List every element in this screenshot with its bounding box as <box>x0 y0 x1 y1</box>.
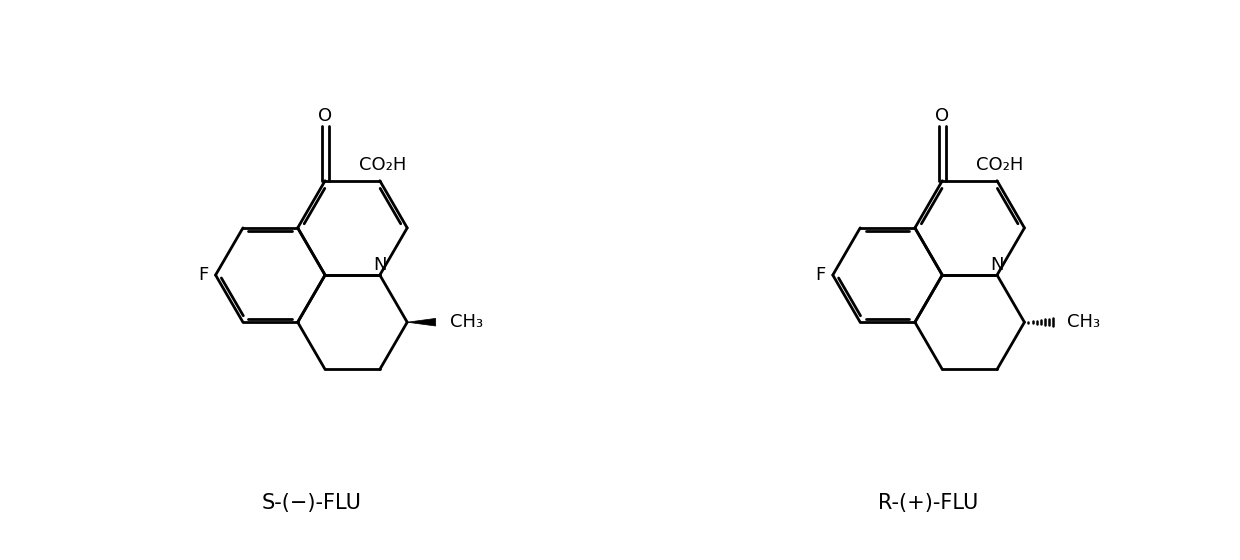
Text: F: F <box>816 266 826 284</box>
Text: N: N <box>991 256 1004 274</box>
Text: CH₃: CH₃ <box>450 313 484 331</box>
Text: N: N <box>373 256 387 274</box>
Text: S-(−)-FLU: S-(−)-FLU <box>262 493 361 513</box>
Text: F: F <box>198 266 208 284</box>
Text: O: O <box>935 108 950 125</box>
Text: CO₂H: CO₂H <box>976 156 1023 175</box>
Text: O: O <box>317 108 332 125</box>
Text: CO₂H: CO₂H <box>358 156 407 175</box>
Text: R-(+)-FLU: R-(+)-FLU <box>878 493 978 513</box>
Text: CH₃: CH₃ <box>1068 313 1100 331</box>
Polygon shape <box>407 319 435 326</box>
